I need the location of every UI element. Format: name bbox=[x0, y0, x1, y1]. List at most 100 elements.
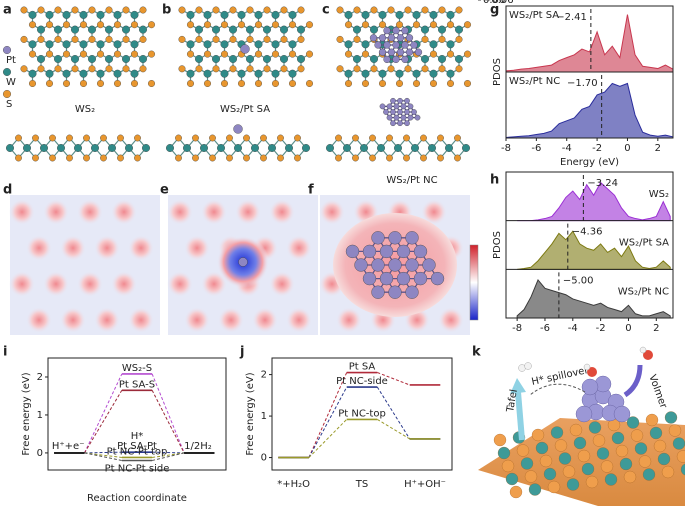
atom bbox=[141, 143, 150, 152]
atom bbox=[29, 79, 37, 87]
atom bbox=[407, 114, 414, 121]
h-atom bbox=[583, 363, 591, 371]
atom bbox=[220, 50, 228, 58]
atom bbox=[430, 21, 438, 29]
atom bbox=[66, 154, 73, 162]
connector bbox=[377, 372, 410, 386]
scheme-label: Volmer bbox=[646, 373, 669, 410]
atom bbox=[353, 55, 362, 64]
atom bbox=[430, 271, 445, 286]
atom bbox=[446, 40, 455, 49]
panel-label: f bbox=[308, 183, 314, 198]
atom bbox=[195, 35, 203, 43]
atom bbox=[420, 134, 427, 142]
atom bbox=[186, 79, 194, 87]
atom bbox=[203, 10, 212, 19]
atom bbox=[369, 134, 376, 142]
atom bbox=[297, 35, 305, 43]
atom bbox=[254, 69, 263, 78]
slab-atom bbox=[516, 444, 530, 457]
atom bbox=[401, 55, 409, 64]
atom bbox=[220, 79, 228, 87]
slab-atom bbox=[596, 447, 610, 460]
atom bbox=[429, 10, 438, 19]
atom bbox=[396, 244, 411, 259]
atom bbox=[3, 67, 11, 76]
atom bbox=[71, 65, 79, 73]
atom bbox=[445, 143, 454, 152]
density-blob bbox=[94, 307, 120, 333]
slab-atom bbox=[619, 457, 633, 471]
atom bbox=[96, 21, 104, 29]
atom bbox=[411, 143, 420, 152]
atom bbox=[454, 154, 461, 162]
density-blob bbox=[235, 199, 261, 225]
atom bbox=[374, 41, 382, 49]
atom bbox=[237, 79, 245, 87]
slab-atom bbox=[630, 429, 644, 442]
atom bbox=[62, 69, 71, 78]
atom bbox=[139, 65, 147, 73]
atom bbox=[263, 25, 272, 34]
atom bbox=[246, 65, 254, 73]
atom bbox=[379, 79, 387, 87]
atom bbox=[361, 10, 370, 19]
atom bbox=[361, 69, 370, 78]
atom bbox=[379, 244, 394, 259]
tafel-arrow bbox=[515, 391, 525, 441]
atom bbox=[272, 50, 280, 58]
slab-atom bbox=[539, 454, 553, 468]
atom bbox=[147, 79, 155, 87]
pdos-area bbox=[516, 278, 671, 319]
atom bbox=[5, 143, 14, 152]
y-tick-label: 2 bbox=[261, 370, 267, 381]
atom bbox=[289, 50, 297, 58]
atom bbox=[386, 154, 393, 162]
x-tick-label: -8 bbox=[501, 143, 511, 154]
atom bbox=[396, 34, 405, 42]
slab-atom bbox=[664, 411, 678, 424]
y-axis-label: PDOS bbox=[492, 231, 503, 259]
plot-frame bbox=[47, 357, 227, 471]
atom bbox=[88, 35, 96, 43]
atom bbox=[353, 35, 361, 43]
slab-atom bbox=[611, 431, 625, 445]
atom bbox=[29, 50, 37, 58]
atom bbox=[246, 6, 254, 14]
atom bbox=[280, 25, 289, 34]
atom bbox=[429, 69, 438, 78]
series-label: Pt NC-Pt top bbox=[107, 446, 168, 457]
state-label: H⁺+e⁻ bbox=[52, 441, 85, 452]
atom bbox=[96, 79, 104, 87]
atom bbox=[403, 134, 410, 142]
atom bbox=[138, 55, 147, 64]
plot-frame bbox=[505, 5, 674, 139]
atom bbox=[407, 103, 414, 110]
atom bbox=[63, 21, 71, 29]
atom bbox=[379, 21, 387, 29]
density-blob bbox=[77, 199, 103, 225]
atom bbox=[297, 25, 306, 34]
atom bbox=[272, 79, 280, 87]
density-blob bbox=[184, 235, 210, 261]
panel-label: i bbox=[3, 345, 7, 360]
atom bbox=[412, 10, 421, 19]
slab-atom bbox=[642, 468, 656, 481]
atom bbox=[294, 154, 301, 162]
structure-label: WS₂/Pt SA bbox=[220, 104, 270, 115]
scheme-label: Tafel bbox=[505, 388, 520, 414]
atom bbox=[195, 65, 203, 73]
slab-atom bbox=[524, 470, 538, 483]
slab-atom bbox=[505, 472, 519, 486]
atom bbox=[96, 50, 104, 58]
atom bbox=[182, 143, 191, 152]
atom bbox=[117, 154, 124, 162]
slab-atom bbox=[604, 473, 618, 486]
atom bbox=[62, 10, 71, 19]
slab-atom bbox=[668, 424, 682, 437]
atom bbox=[79, 10, 88, 19]
atom bbox=[46, 50, 54, 58]
atom bbox=[186, 21, 194, 29]
atom bbox=[421, 25, 430, 34]
series-name: WS₂/Pt SA bbox=[509, 10, 559, 21]
